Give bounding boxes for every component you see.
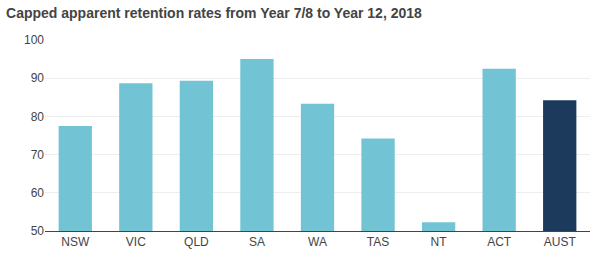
svg-text:SA: SA	[249, 235, 265, 249]
svg-text:70: 70	[31, 148, 45, 162]
svg-text:60: 60	[31, 186, 45, 200]
svg-text:AUST: AUST	[544, 235, 577, 249]
svg-text:WA: WA	[308, 235, 327, 249]
svg-text:ACT: ACT	[487, 235, 512, 249]
svg-text:TAS: TAS	[367, 235, 389, 249]
svg-text:VIC: VIC	[126, 235, 146, 249]
svg-text:QLD: QLD	[184, 235, 209, 249]
svg-text:NSW: NSW	[61, 235, 90, 249]
svg-text:80: 80	[31, 110, 45, 124]
svg-text:90: 90	[31, 71, 45, 85]
svg-text:NT: NT	[431, 235, 448, 249]
svg-text:Capped apparent retention rate: Capped apparent retention rates from Yea…	[6, 5, 422, 21]
svg-text:50: 50	[31, 224, 45, 238]
svg-text:100: 100	[24, 33, 44, 47]
